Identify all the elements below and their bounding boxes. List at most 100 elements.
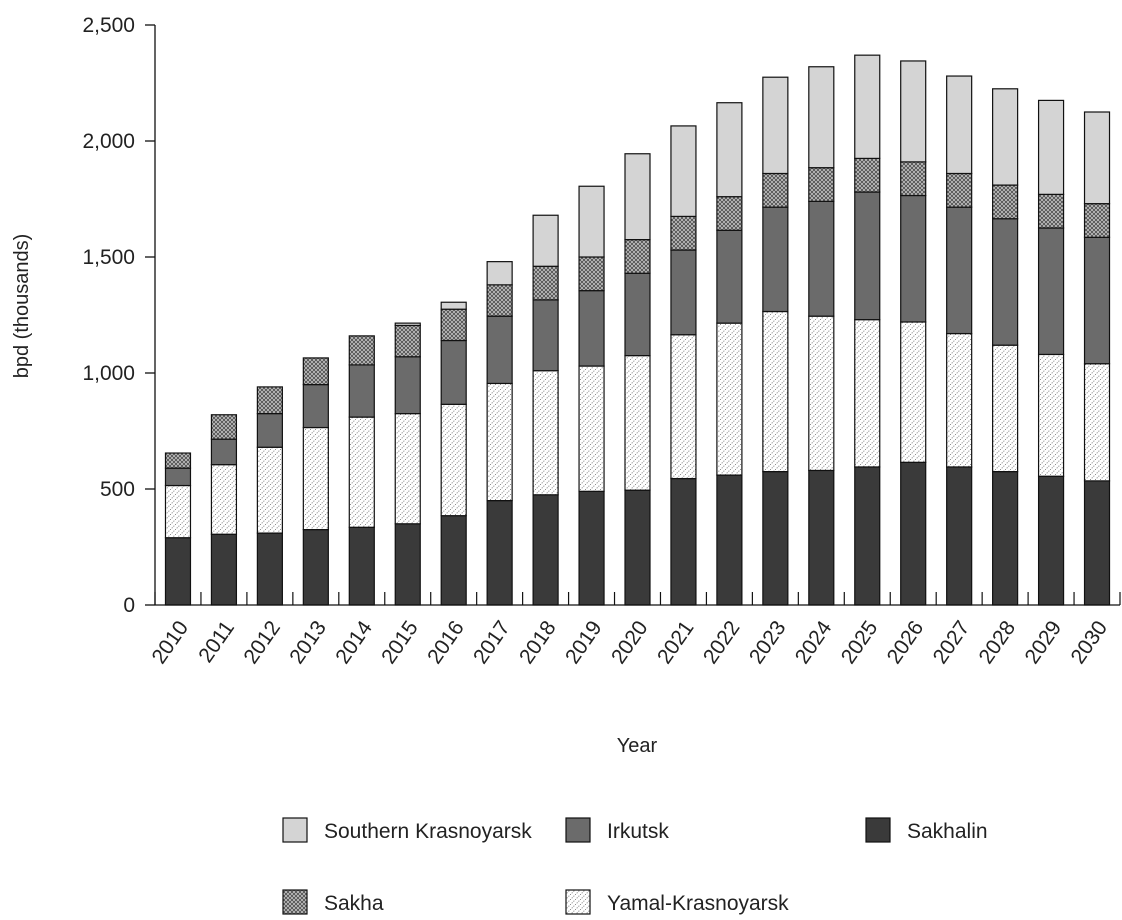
x-tick-label: 2018 [515,617,561,668]
bar-sakha-2025 [854,157,881,193]
bar-sakhalin-2027 [946,466,973,606]
bar-sakha-2015 [394,324,421,358]
bar-southern-krasnoyarsk-2016 [440,301,467,310]
bar-southern-krasnoyarsk-2018 [532,214,559,267]
y-tick-label: 2,000 [82,130,135,153]
x-tick-label: 2012 [239,617,285,668]
bar-irkutsk-2030 [1083,236,1111,365]
bar-irkutsk-2010 [164,467,192,487]
bar-irkutsk-2016 [440,339,467,405]
bar-sakha-2026 [900,161,927,197]
bar-southern-krasnoyarsk-2015 [394,322,421,327]
bar-sakhalin-2028 [992,471,1019,606]
x-tick-label: 2030 [1066,617,1112,668]
bar-southern-krasnoyarsk-2021 [670,125,697,218]
bar-sakha-2016 [440,308,467,342]
bar-yamal-krasnoyarsk-2011 [210,464,238,535]
bar-yamal-krasnoyarsk-2023 [762,310,789,473]
bar-southern-krasnoyarsk-2025 [854,54,881,159]
bar-irkutsk-2013 [302,384,329,429]
x-tick-label: 2026 [883,617,929,668]
bar-sakhalin-2025 [854,466,881,606]
bar-sakhalin-2014 [348,526,375,606]
x-tick-label: 2013 [285,617,331,668]
bar-irkutsk-2023 [762,206,789,313]
x-tick-label: 2023 [745,617,791,668]
bar-yamal-krasnoyarsk-2014 [348,416,375,528]
bar-yamal-krasnoyarsk-2021 [670,334,697,480]
bar-irkutsk-2028 [992,218,1019,346]
bar-sakha-2028 [992,184,1019,220]
bar-sakhalin-2029 [1037,475,1065,606]
x-tick-label: 2027 [929,617,975,668]
bar-irkutsk-2026 [900,194,927,323]
bar-sakha-2017 [486,284,513,317]
x-tick-label: 2020 [607,617,653,668]
bar-sakhalin-2015 [394,523,421,606]
bar-yamal-krasnoyarsk-2018 [532,370,559,496]
bar-sakha-2023 [762,172,789,208]
x-tick-label: 2021 [653,617,699,668]
bar-irkutsk-2011 [210,438,238,466]
bar-yamal-krasnoyarsk-2010 [164,484,192,539]
bar-sakha-2010 [164,452,192,469]
bar-southern-krasnoyarsk-2027 [946,75,973,175]
bar-sakha-2027 [946,172,973,208]
bar-sakhalin-2016 [440,515,467,606]
bar-irkutsk-2022 [716,229,743,324]
bar-yamal-krasnoyarsk-2022 [716,322,743,476]
bar-yamal-krasnoyarsk-2016 [440,403,467,517]
x-tick-label: 2016 [423,617,469,668]
bar-sakha-2021 [670,215,697,251]
bar-sakhalin-2020 [624,489,651,606]
x-tick-label: 2015 [377,617,423,668]
bar-sakhalin-2010 [164,537,192,606]
legend-label-yamal-krasnoyarsk: Yamal-Krasnoyarsk [607,892,789,915]
bar-sakhalin-2012 [256,532,283,606]
bar-irkutsk-2020 [624,272,651,357]
bar-southern-krasnoyarsk-2019 [578,185,605,258]
bar-yamal-krasnoyarsk-2027 [946,332,973,468]
y-tick-label: 500 [100,478,135,501]
bar-sakha-2024 [808,167,835,202]
y-tick-label: 1,500 [82,246,135,269]
bars-group [164,54,1111,606]
bar-sakha-2020 [624,239,651,274]
x-tick-label: 2019 [561,617,607,668]
x-tick-label: 2024 [791,616,837,668]
bar-yamal-krasnoyarsk-2020 [624,355,651,491]
bar-irkutsk-2024 [808,200,835,317]
bar-sakha-2030 [1083,203,1111,238]
bar-sakhalin-2026 [900,461,927,606]
x-tick-label: 2017 [469,617,515,668]
bar-sakhalin-2011 [210,533,238,606]
bar-yamal-krasnoyarsk-2012 [256,446,283,534]
bar-southern-krasnoyarsk-2024 [808,66,835,169]
bar-yamal-krasnoyarsk-2019 [578,365,605,492]
bar-sakha-2018 [532,265,559,301]
bar-sakha-2013 [302,357,329,386]
x-tick-label: 2029 [1021,617,1067,668]
bar-irkutsk-2017 [486,315,513,385]
bar-irkutsk-2019 [578,290,605,367]
bar-southern-krasnoyarsk-2020 [624,153,651,241]
bar-sakhalin-2023 [762,471,789,606]
bar-sakhalin-2024 [808,469,835,606]
x-tick-labels: 2010 2011 2012 2013 2014 2015 2016 2017 2018 2019… [147,616,1112,668]
y-tick-label: 1,000 [82,362,135,385]
bar-sakha-2012 [256,386,283,415]
bar-irkutsk-2021 [670,249,697,336]
bar-irkutsk-2015 [394,356,421,415]
bar-irkutsk-2025 [854,191,881,321]
y-axis-title: bpd (thousands) [11,234,33,379]
legend-swatch-irkutsk [565,817,591,843]
bar-yamal-krasnoyarsk-2015 [394,413,421,525]
x-tick-label: 2010 [147,617,193,668]
bar-irkutsk-2014 [348,364,375,418]
x-tick-label: 2025 [837,617,883,668]
legend-label-sakha: Sakha [324,892,384,915]
bar-southern-krasnoyarsk-2022 [716,102,743,198]
bar-yamal-krasnoyarsk-2029 [1037,353,1065,477]
bar-southern-krasnoyarsk-2030 [1083,111,1111,205]
